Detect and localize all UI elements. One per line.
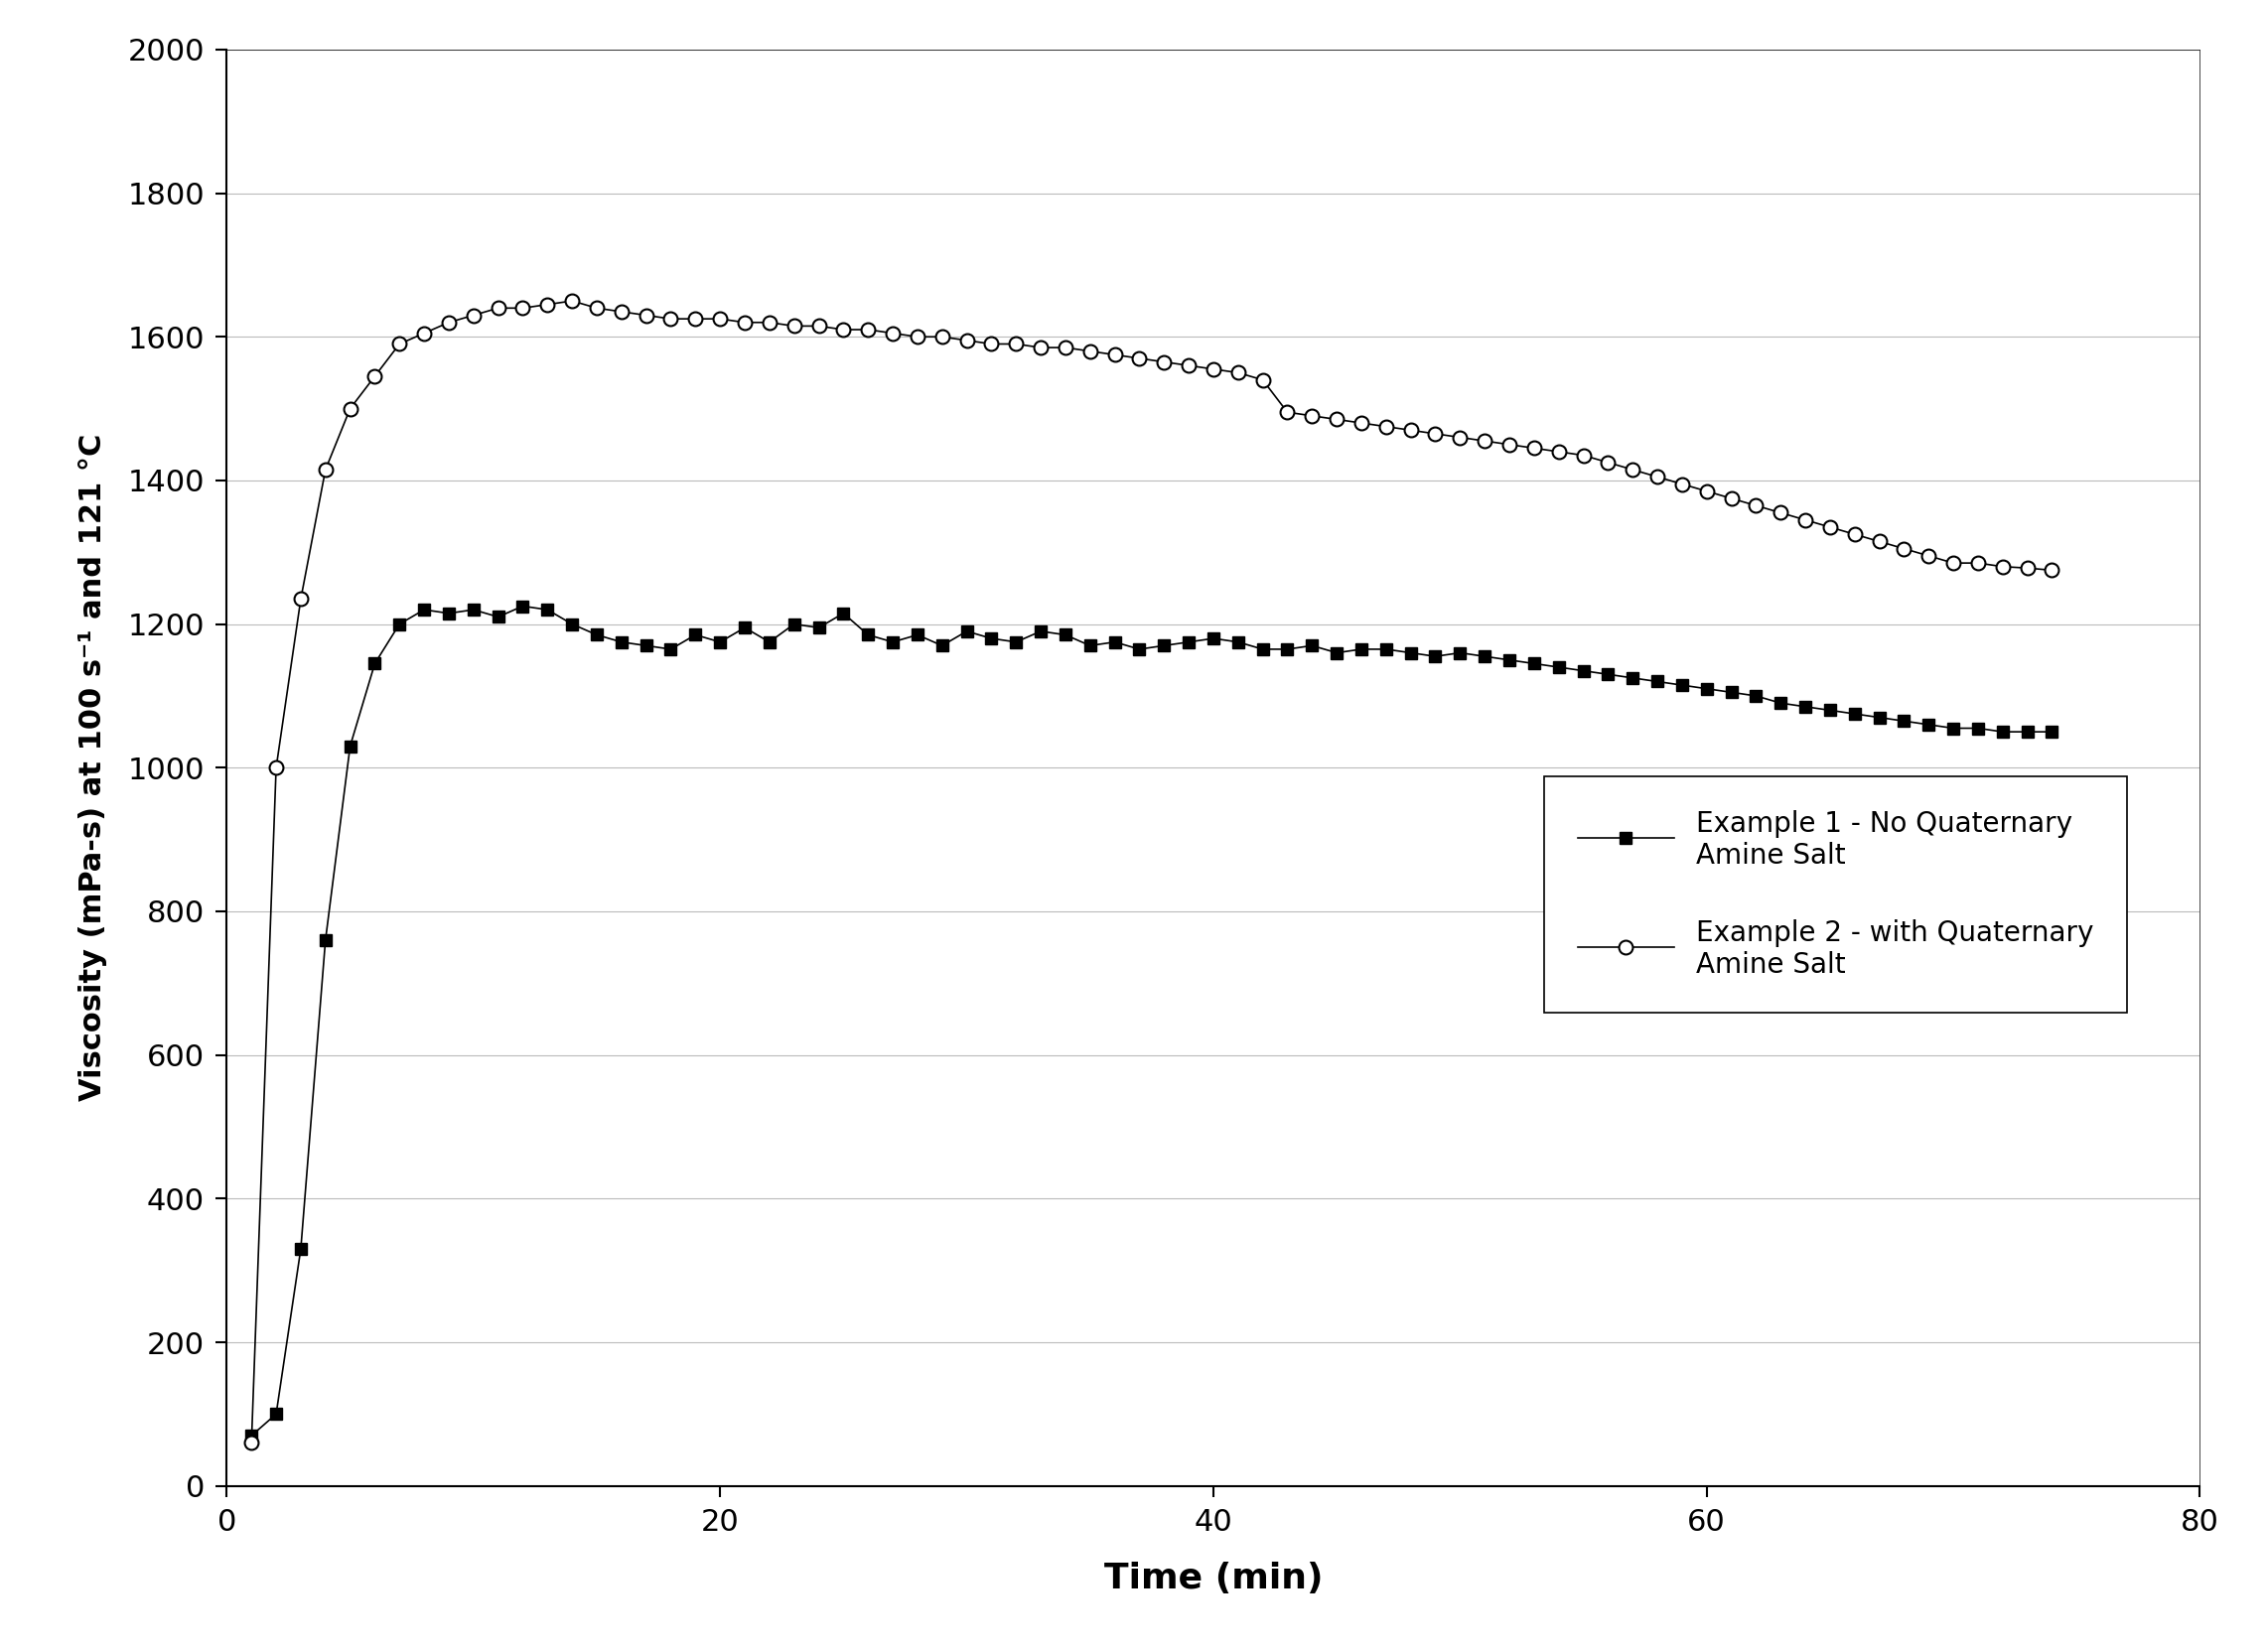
Example 1 - No Quaternary
Amine Salt [2039,721,2066,741]
Example 2 - with Quaternary
Amine Salt [2039,560,2066,580]
Example 2 - with Quaternary
Amine Salt [558,291,585,310]
Example 2 - with Quaternary
Amine Salt [238,1433,265,1453]
Example 1 - No Quaternary
Amine Salt [1892,712,1919,731]
Y-axis label: Viscosity (mPa-s) at 100 s⁻¹ and 121 °C: Viscosity (mPa-s) at 100 s⁻¹ and 121 °C [77,434,107,1101]
Example 1 - No Quaternary
Amine Salt [658,639,685,659]
Example 1 - No Quaternary
Amine Salt [1250,639,1277,659]
Example 2 - with Quaternary
Amine Salt [1250,370,1277,390]
Legend: Example 1 - No Quaternary
Amine Salt, Example 2 - with Quaternary
Amine Salt: Example 1 - No Quaternary Amine Salt, Ex… [1545,776,2127,1012]
Line: Example 1 - No Quaternary
Amine Salt: Example 1 - No Quaternary Amine Salt [245,601,2057,1441]
Example 2 - with Quaternary
Amine Salt [658,309,685,329]
Example 2 - with Quaternary
Amine Salt [1275,403,1302,423]
X-axis label: Time (min): Time (min) [1105,1562,1322,1595]
Example 1 - No Quaternary
Amine Salt [633,636,660,655]
Example 2 - with Quaternary
Amine Salt [1892,538,1919,558]
Line: Example 2 - with Quaternary
Amine Salt: Example 2 - with Quaternary Amine Salt [245,294,2059,1450]
Example 1 - No Quaternary
Amine Salt [508,596,538,616]
Example 1 - No Quaternary
Amine Salt [238,1426,265,1446]
Example 1 - No Quaternary
Amine Salt [855,626,882,646]
Example 1 - No Quaternary
Amine Salt [1275,639,1302,659]
Example 2 - with Quaternary
Amine Salt [855,320,882,340]
Example 2 - with Quaternary
Amine Salt [633,305,660,325]
